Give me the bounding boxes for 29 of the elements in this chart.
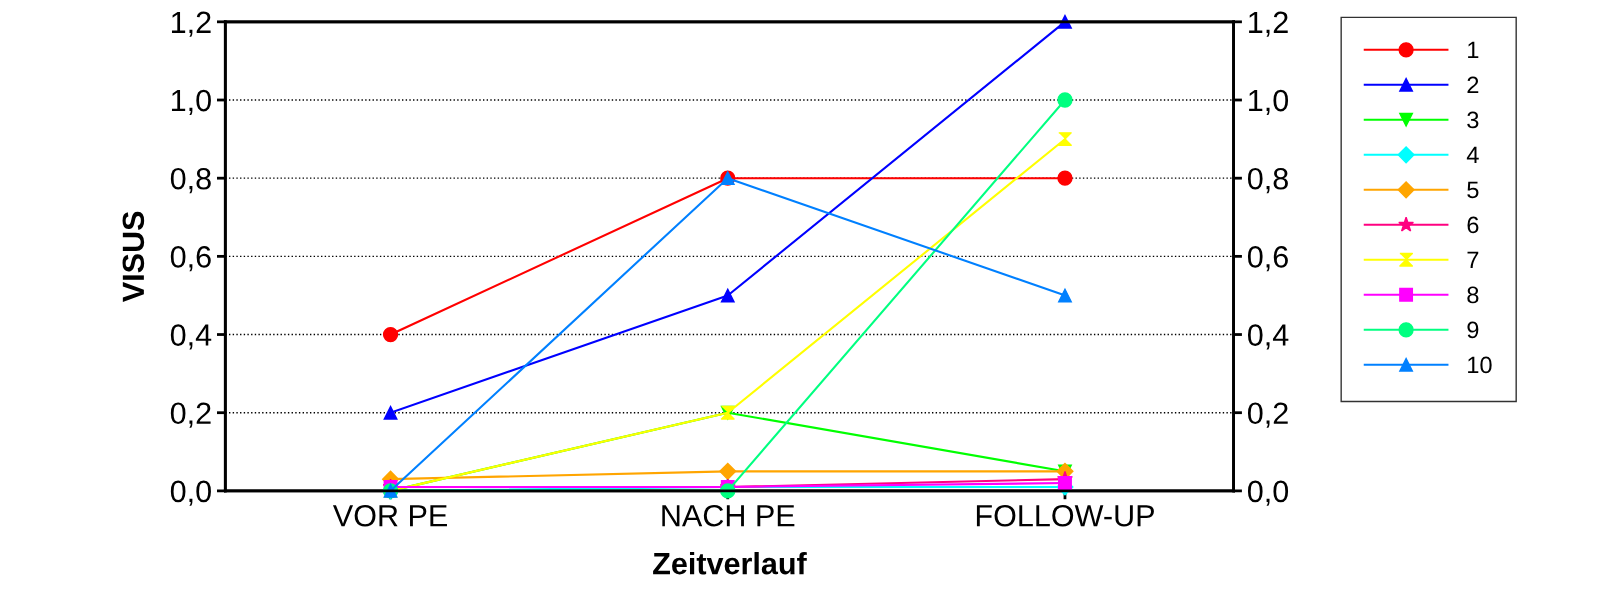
y2-tick-label: 0,0 — [1247, 480, 1289, 506]
legend-label: 1 — [1468, 41, 1479, 59]
legend-label: 10 — [1468, 356, 1492, 374]
y-tick-label: 0,6 — [170, 246, 211, 272]
y-tick-label: 1,0 — [171, 89, 211, 115]
y-tick-label: 0,4 — [170, 324, 212, 350]
y2-tick-label: 0,2 — [1247, 402, 1288, 428]
legend-label: 2 — [1467, 76, 1479, 94]
x-tick-label: VOR PE — [332, 504, 447, 527]
legend-label: 7 — [1467, 251, 1479, 269]
y2-tick-label: 0,6 — [1247, 246, 1288, 272]
y2-tick-label: 0,8 — [1247, 167, 1288, 194]
x-tick-label: NACH PE — [662, 504, 795, 527]
legend-label: 6 — [1467, 216, 1479, 234]
x-axis-title: Zeitverlauf — [653, 552, 807, 575]
legend-label: 9 — [1467, 321, 1479, 339]
legend-label: 5 — [1467, 181, 1479, 199]
x-tick-label: FOLLOW-UP — [976, 504, 1154, 527]
y-axis-title: VISUS — [122, 211, 145, 302]
legend-label: 8 — [1467, 286, 1479, 304]
legend-label: 3 — [1467, 111, 1479, 129]
y-tick-label: 0,0 — [170, 480, 211, 506]
y-tick-label: 0,8 — [170, 167, 211, 194]
legend-label: 4 — [1466, 146, 1479, 164]
y2-tick-label: 0,4 — [1247, 324, 1289, 350]
y2-tick-label: 1,0 — [1249, 89, 1289, 115]
y2-tick-label: 1,2 — [1249, 11, 1288, 37]
y-tick-label: 0,2 — [170, 402, 211, 428]
y-tick-label: 1,2 — [171, 11, 211, 37]
